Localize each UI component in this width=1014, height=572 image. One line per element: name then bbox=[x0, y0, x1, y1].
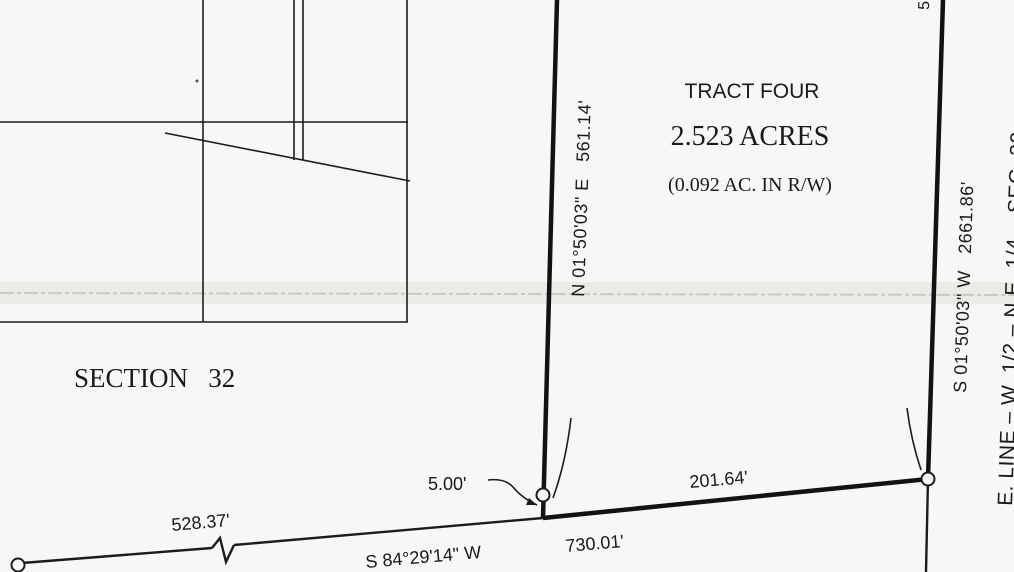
monument-far-west bbox=[10, 557, 26, 572]
tract-row-note: (0.092 AC. IN R/W) bbox=[668, 174, 832, 196]
scan-speck bbox=[195, 79, 199, 83]
offset-leader bbox=[487, 478, 538, 506]
monument-west-corner bbox=[535, 487, 551, 503]
scan-fold-line bbox=[0, 292, 1014, 296]
adjacent-parcel-lines bbox=[0, 0, 411, 323]
tract-east-line bbox=[925, 0, 946, 480]
section-label: SECTION 32 bbox=[74, 363, 235, 393]
east-line-bearing: S 01°50'03" W 2661.86' bbox=[950, 181, 977, 393]
tract-west-line bbox=[540, 0, 560, 519]
south-line-with-break bbox=[21, 516, 544, 566]
row-arcs bbox=[552, 407, 922, 499]
far-west-distance: 528.37' bbox=[171, 510, 231, 535]
monument-east-corner bbox=[920, 471, 936, 487]
east-line-extension bbox=[924, 478, 930, 572]
tract-name: TRACT FOUR bbox=[685, 80, 820, 103]
offset-distance: 5.00' bbox=[428, 474, 466, 494]
tract-south-line bbox=[542, 476, 929, 521]
top-cut-label: 5 bbox=[916, 1, 933, 11]
tract-acreage: 2.523 ACRES bbox=[671, 121, 830, 152]
south-line-bearing: S 84°29'14" W bbox=[365, 542, 482, 572]
tract-south-distance: 201.64' bbox=[689, 467, 749, 492]
section-line-label: E. LINE – W. 1/2 – N.E. 1/4 – SEC. 32 bbox=[994, 131, 1014, 506]
south-line-distance: 730.01' bbox=[565, 531, 625, 556]
tract-four-boundary bbox=[540, 0, 946, 521]
west-line-bearing: N 01°50'03" E 561.14' bbox=[568, 99, 595, 297]
